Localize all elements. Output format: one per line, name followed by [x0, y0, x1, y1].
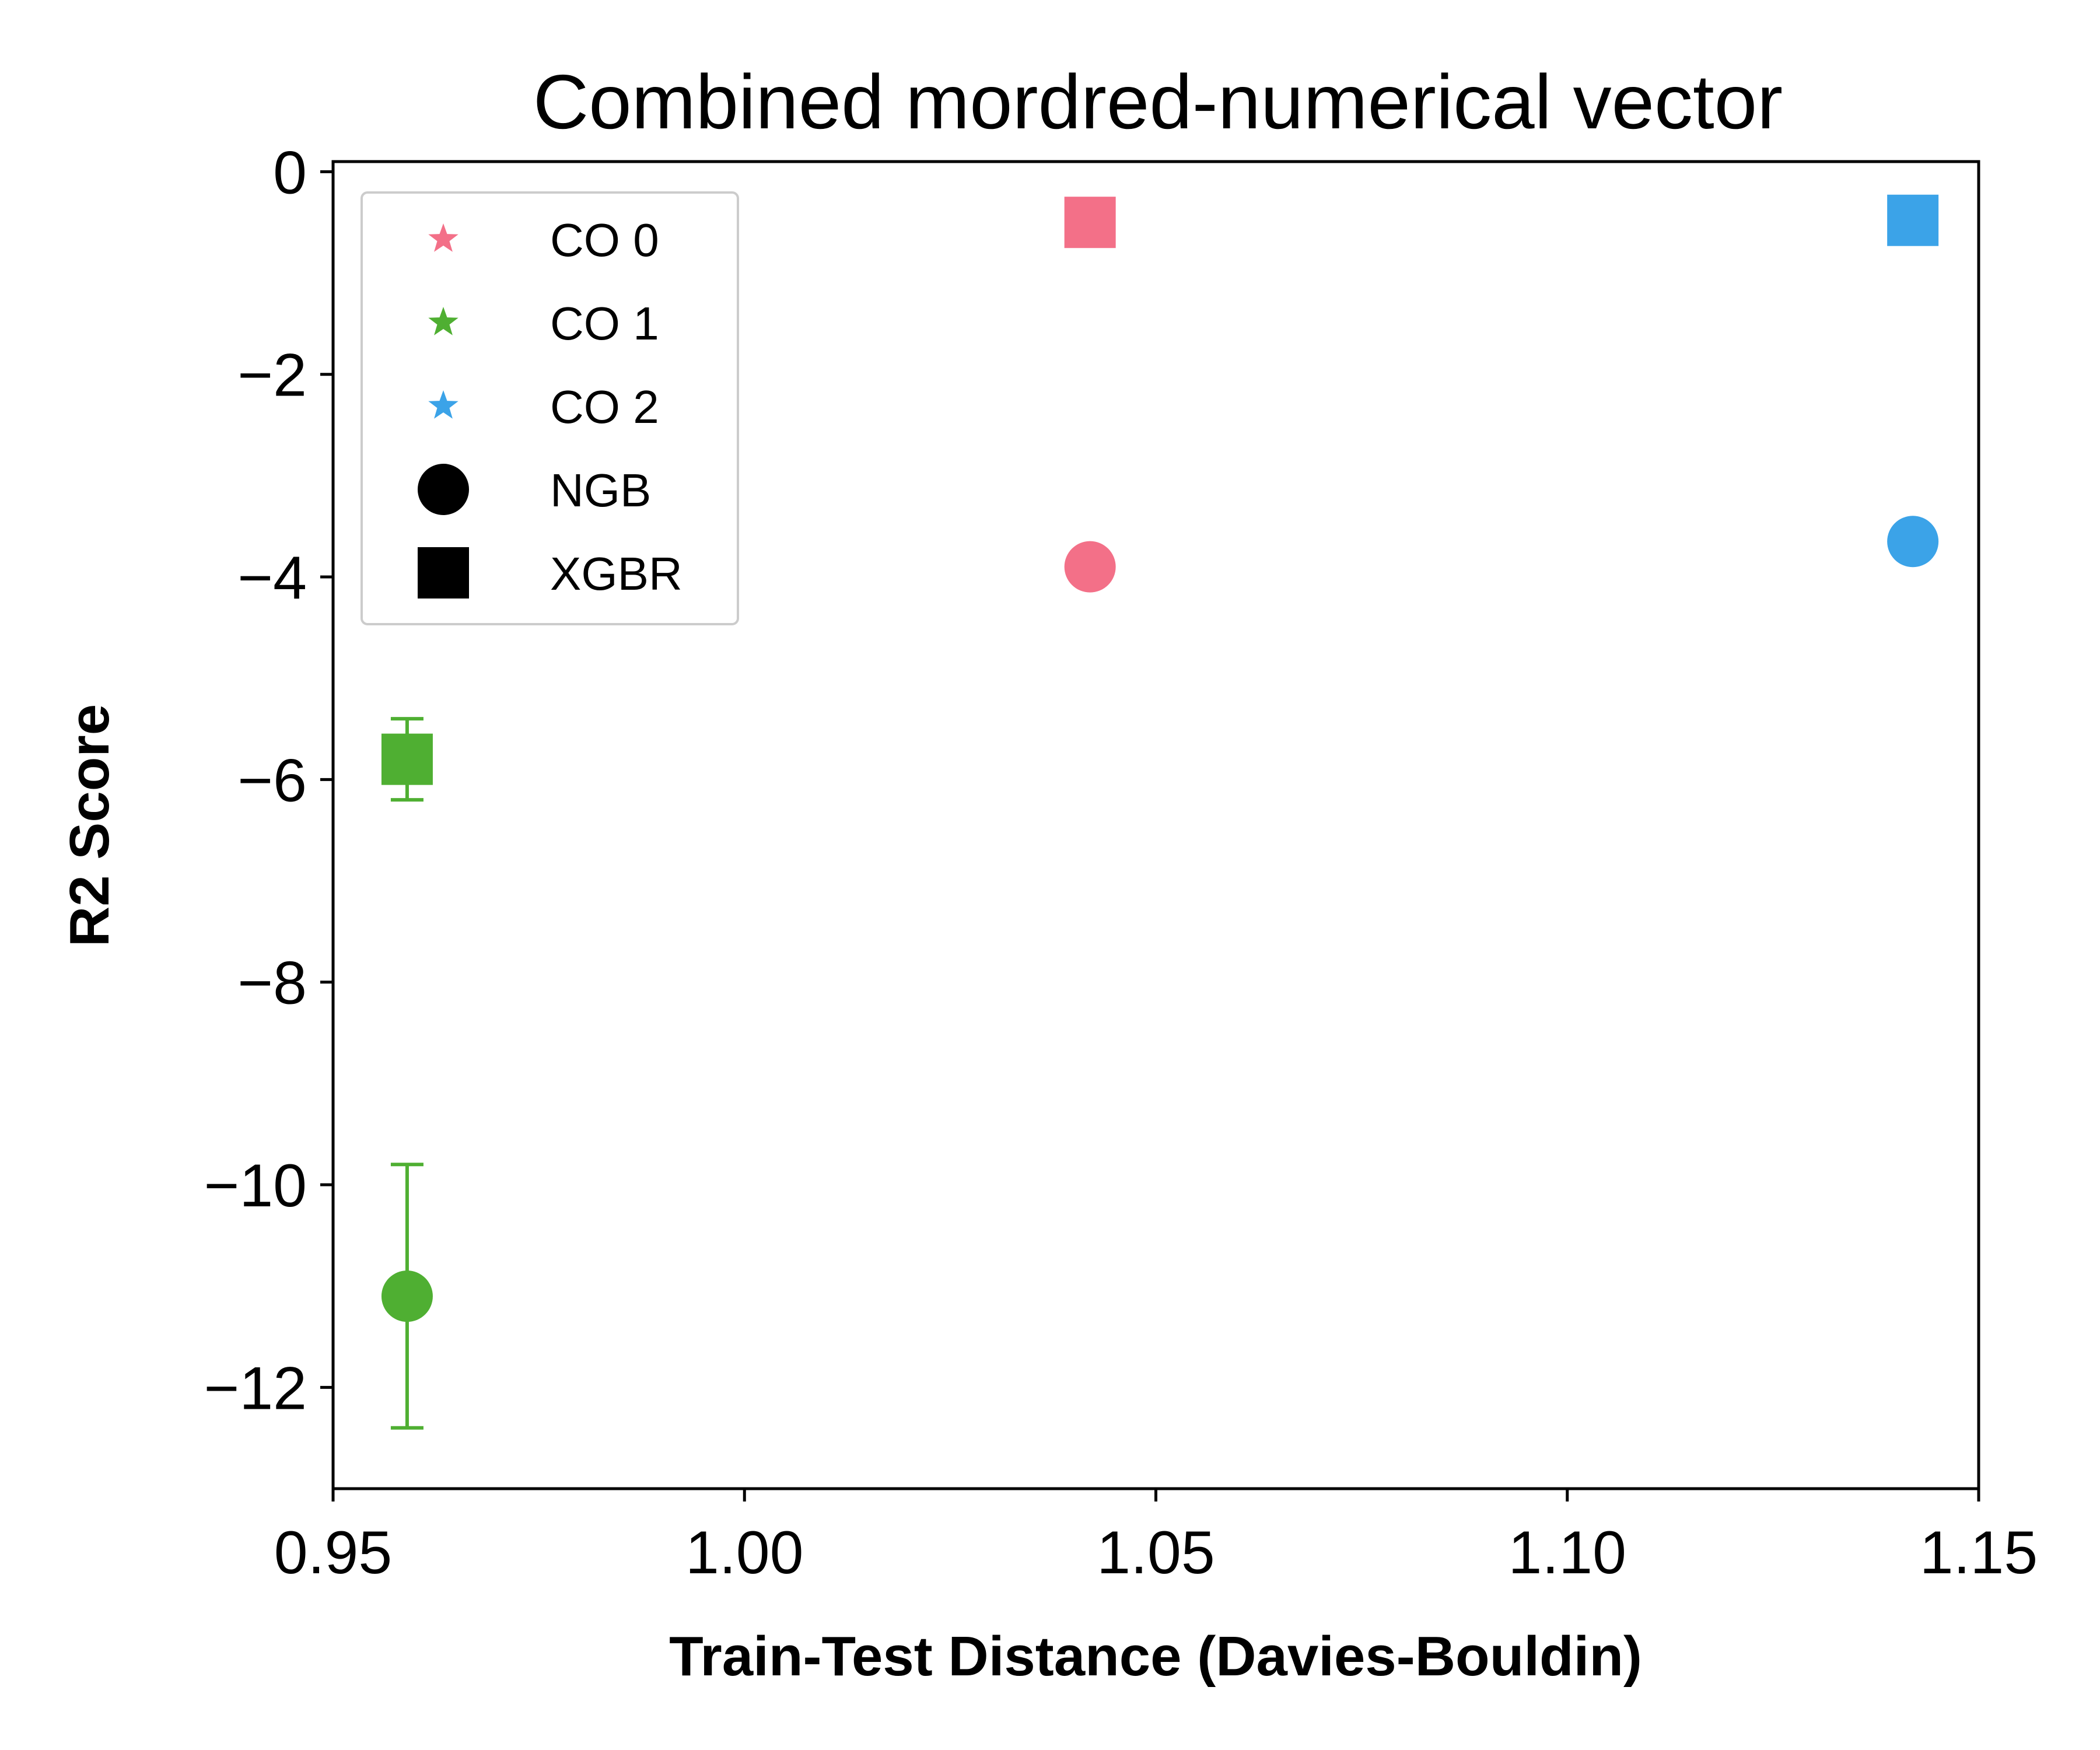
- legend-marker-co-2: [428, 390, 459, 419]
- co-1-ngb-point: [381, 1270, 433, 1322]
- y-axis: 0 −2 −4 −6 −8 −10 −12: [204, 139, 333, 1422]
- legend-marker-xgbr: [418, 547, 469, 598]
- legend-label-ngb: NGB: [550, 464, 651, 516]
- x-axis-label: Train-Test Distance (Davies-Bouldin): [669, 1625, 1642, 1688]
- x-tick-label: 1.15: [1920, 1519, 2038, 1587]
- legend-marker-co-0: [428, 223, 459, 252]
- y-tick-label: −4: [237, 544, 307, 612]
- legend-label-co-1: CO 1: [550, 298, 659, 349]
- legend-box: [360, 191, 739, 625]
- plot-area: [381, 194, 1939, 1430]
- y-tick-label: −12: [204, 1354, 307, 1422]
- x-axis: 0.95 1.00 1.05 1.10 1.15: [274, 1489, 2038, 1587]
- x-tick-label: 1.05: [1097, 1519, 1214, 1587]
- x-tick-label: 0.95: [274, 1519, 392, 1587]
- legend-marker-co-1: [428, 307, 459, 335]
- y-axis-label: R2 Score: [58, 704, 121, 947]
- legend-marker-ngb: [418, 464, 469, 515]
- y-tick-label: −6: [237, 747, 307, 814]
- co-0-ngb-point: [1064, 541, 1116, 593]
- legend-label-co-0: CO 0: [550, 214, 659, 266]
- co-2-xgbr-point: [1887, 194, 1939, 246]
- x-tick-label: 1.10: [1508, 1519, 1626, 1587]
- y-tick-label: 0: [273, 139, 307, 206]
- co-1-xgbr-point: [381, 733, 433, 785]
- y-tick-label: −10: [204, 1152, 307, 1220]
- legend-label-xgbr: XGBR: [550, 548, 682, 600]
- legend: CO 0 CO 1 CO 2 NGB XGBR: [360, 191, 739, 625]
- chart-title: Combined mordred-numerical vector: [533, 59, 1783, 145]
- y-tick-label: −8: [237, 950, 307, 1017]
- legend-label-co-2: CO 2: [550, 381, 659, 433]
- co-0-xgbr-point: [1064, 197, 1116, 249]
- y-tick-label: −2: [237, 342, 307, 410]
- x-tick-label: 1.00: [685, 1519, 803, 1587]
- co-2-ngb-point: [1887, 516, 1939, 568]
